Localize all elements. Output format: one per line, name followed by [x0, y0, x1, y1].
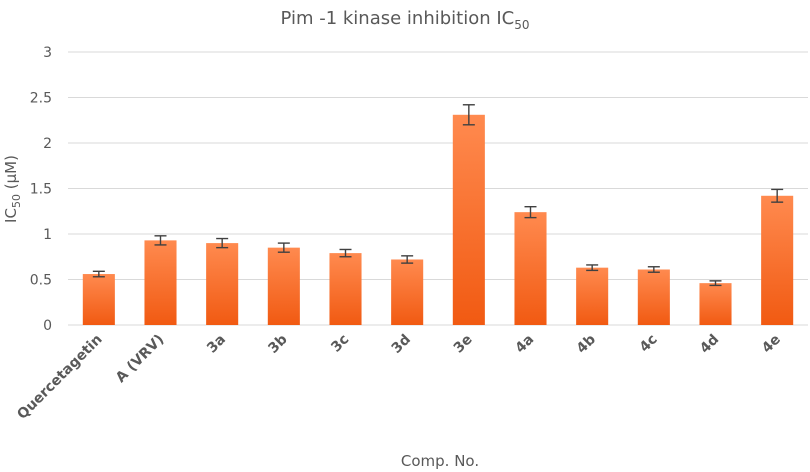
- error-bar: [92, 270, 105, 278]
- error-bar: [709, 280, 722, 287]
- y-tick-label: 3: [43, 45, 52, 61]
- error-bar: [462, 104, 475, 126]
- y-tick-label: 1: [43, 227, 52, 243]
- x-tick-label: 3c: [328, 332, 352, 356]
- chart-title-subscript: 50: [514, 18, 529, 32]
- y-axis-title-unit: (µM): [2, 155, 20, 194]
- x-tick-label: 3b: [265, 332, 290, 357]
- error-bar: [401, 255, 414, 264]
- y-tick-label: 0: [43, 318, 52, 334]
- bar: [699, 283, 732, 325]
- bar: [82, 274, 115, 325]
- bar: [329, 253, 362, 325]
- y-tick-label: 0.5: [30, 273, 52, 289]
- y-tick-label: 2.5: [30, 91, 52, 107]
- x-tick-label: 4a: [512, 332, 537, 357]
- y-axis-ticks: 0 0.5 1 1.5 2 2.5 3: [30, 45, 52, 334]
- error-bar: [586, 264, 599, 272]
- x-axis-ticks: Quercetagetin A (VRV) 3a 3b 3c 3d 3e 4a 4b 4c 4d 4e: [14, 332, 784, 423]
- x-axis-title: Comp. No.: [401, 452, 479, 470]
- x-tick-label: Quercetagetin: [14, 332, 105, 423]
- y-tick-label: 1.5: [30, 182, 52, 198]
- bar: [576, 267, 609, 325]
- x-tick-label: 4b: [574, 332, 599, 357]
- bar: [452, 114, 485, 325]
- bar: [761, 195, 794, 325]
- gridlines: [68, 51, 808, 326]
- error-bar: [647, 266, 660, 273]
- error-bars: [92, 104, 784, 287]
- error-bar: [154, 235, 167, 246]
- bars: [82, 114, 794, 325]
- x-tick-label: 3e: [451, 332, 476, 357]
- error-bar: [277, 242, 290, 253]
- x-tick-label: 4d: [697, 332, 722, 357]
- y-tick-label: 2: [43, 136, 52, 152]
- x-tick-label: 4c: [637, 332, 661, 356]
- bar: [206, 243, 239, 325]
- x-tick-label: 3a: [204, 332, 229, 357]
- error-bar: [216, 237, 229, 249]
- bar: [267, 247, 300, 325]
- error-bar: [524, 205, 537, 219]
- bar: [391, 259, 424, 325]
- chart-title: Pim -1 kinase inhibition IC50: [280, 8, 529, 32]
- bar: [144, 240, 177, 325]
- bar: [514, 212, 547, 325]
- x-tick-label: 4e: [759, 332, 784, 357]
- y-axis-title-subscript: 50: [10, 194, 23, 208]
- y-axis-title: IC50 (µM): [2, 155, 23, 223]
- x-tick-label: 3d: [389, 332, 414, 357]
- x-tick-label: A (VRV): [113, 332, 167, 386]
- error-bar: [339, 248, 352, 258]
- error-bar: [771, 188, 784, 203]
- bar: [637, 269, 670, 325]
